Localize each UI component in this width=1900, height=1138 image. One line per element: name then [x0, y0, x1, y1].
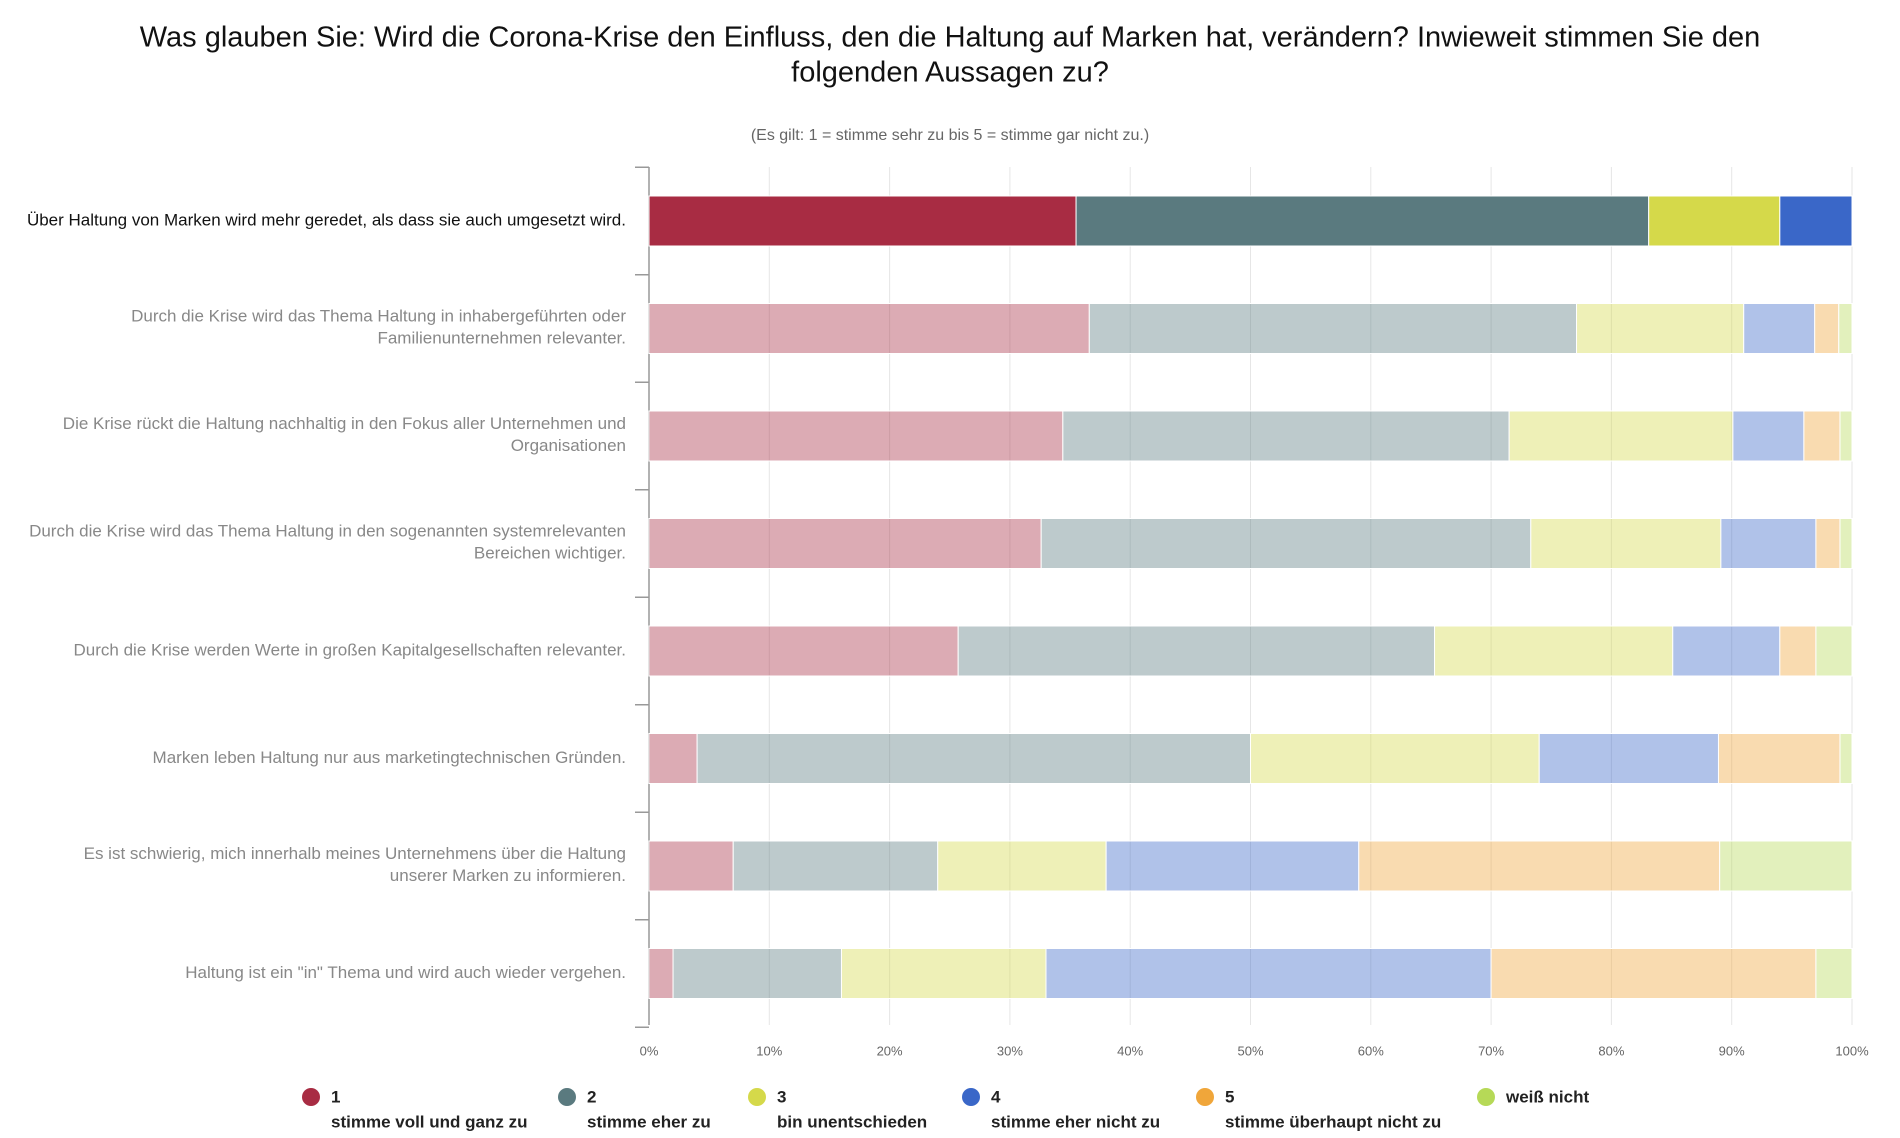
legend-label: bin unentschieden: [777, 1112, 927, 1131]
bar-segment: [1088, 303, 1578, 354]
legend-marker: [962, 1088, 980, 1106]
bar-segment: [648, 195, 1077, 247]
bar-segment: [1815, 948, 1853, 999]
bar-segment: [1779, 625, 1817, 677]
x-tick-label: 90%: [1719, 1043, 1745, 1058]
x-tick-label: 0%: [640, 1043, 659, 1058]
legend-label: 5: [1225, 1087, 1234, 1106]
chart-subtitle: (Es gilt: 1 = stimme sehr zu bis 5 = sti…: [751, 127, 1149, 144]
bar-segment: [1719, 840, 1853, 892]
legend-label: stimme voll und ganz zu: [331, 1112, 527, 1131]
legend-label: stimme überhaupt nicht zu: [1225, 1112, 1441, 1131]
bar-segment: [1434, 625, 1674, 677]
category-label: Die Krise rückt die Haltung nachhaltig i…: [63, 414, 626, 455]
bar-segment: [1062, 410, 1510, 462]
bar-segment: [1075, 195, 1650, 247]
legend-label: 3: [777, 1087, 786, 1106]
bar-segment: [648, 733, 698, 784]
bar-segment: [648, 518, 1042, 569]
bar-segment: [648, 625, 959, 677]
bar-segment: [672, 948, 842, 999]
category-label: Durch die Krise wird das Thema Haltung i…: [131, 307, 626, 348]
bar-segment: [1672, 625, 1781, 677]
legend-label: 2: [587, 1087, 596, 1106]
bar-segment: [648, 948, 674, 999]
legend-marker: [558, 1088, 576, 1106]
category-label: Über Haltung von Marken wird mehr gerede…: [27, 210, 626, 229]
bar-segment: [1720, 518, 1817, 569]
bar-segment: [1648, 195, 1781, 247]
category-label: Durch die Krise werden Werte in großen K…: [74, 640, 626, 659]
bar-segment: [732, 840, 939, 892]
chart-title: Was glauben Sie: Wird die Corona-Krise d…: [140, 21, 1761, 88]
category-label: Marken leben Haltung nur aus marketingte…: [153, 748, 626, 767]
legend-marker: [1196, 1088, 1214, 1106]
category-label: Haltung ist ein "in" Thema und wird auch…: [185, 963, 626, 982]
bar-segment: [1045, 948, 1492, 999]
bar-segment: [1743, 303, 1816, 354]
bar-segment: [1530, 518, 1722, 569]
bar-segment: [696, 733, 1251, 784]
bar-segment: [1815, 625, 1853, 677]
bar-segment: [1839, 733, 1853, 784]
bar-segment: [937, 840, 1107, 892]
x-tick-label: 50%: [1237, 1043, 1263, 1058]
bar-segment: [1576, 303, 1745, 354]
bar-segment: [1040, 518, 1532, 569]
bar-segment: [1803, 410, 1841, 462]
bar-segment: [1838, 303, 1853, 354]
bar-segment: [1779, 195, 1853, 247]
bar-segment: [1538, 733, 1719, 784]
legend-label: 4: [991, 1087, 1001, 1106]
legend-marker: [302, 1088, 320, 1106]
bar-segment: [1508, 410, 1734, 462]
x-tick-label: 70%: [1478, 1043, 1504, 1058]
bar-segment: [1717, 733, 1841, 784]
bar-segment: [1732, 410, 1805, 462]
x-tick-label: 60%: [1358, 1043, 1384, 1058]
x-tick-label: 40%: [1117, 1043, 1143, 1058]
legend-label: stimme eher zu: [587, 1112, 711, 1131]
category-label: Es ist schwierig, mich innerhalb meines …: [84, 844, 626, 885]
legend-label: 1: [331, 1087, 340, 1106]
bar-segment: [1815, 518, 1841, 569]
bar-segment: [648, 410, 1064, 462]
bar-segment: [1105, 840, 1360, 892]
legend-marker: [748, 1088, 766, 1106]
bar-segment: [840, 948, 1047, 999]
bar-segment: [1839, 518, 1853, 569]
bar-segment: [648, 840, 734, 892]
bar-segment: [957, 625, 1436, 677]
bar-segment: [648, 303, 1090, 354]
x-tick-label: 20%: [877, 1043, 903, 1058]
legend-marker: [1477, 1088, 1495, 1106]
category-label: Durch die Krise wird das Thema Haltung i…: [29, 522, 626, 563]
x-tick-label: 10%: [756, 1043, 782, 1058]
bar-segment: [1358, 840, 1721, 892]
x-tick-label: 80%: [1598, 1043, 1624, 1058]
bar-segment: [1490, 948, 1817, 999]
bar-segment: [1250, 733, 1540, 784]
x-tick-label: 30%: [997, 1043, 1023, 1058]
legend-label: weiß nicht: [1505, 1087, 1589, 1106]
legend-label: stimme eher nicht zu: [991, 1112, 1160, 1131]
bar-segment: [1839, 410, 1853, 462]
x-tick-label: 100%: [1835, 1043, 1869, 1058]
bar-segment: [1814, 303, 1840, 354]
